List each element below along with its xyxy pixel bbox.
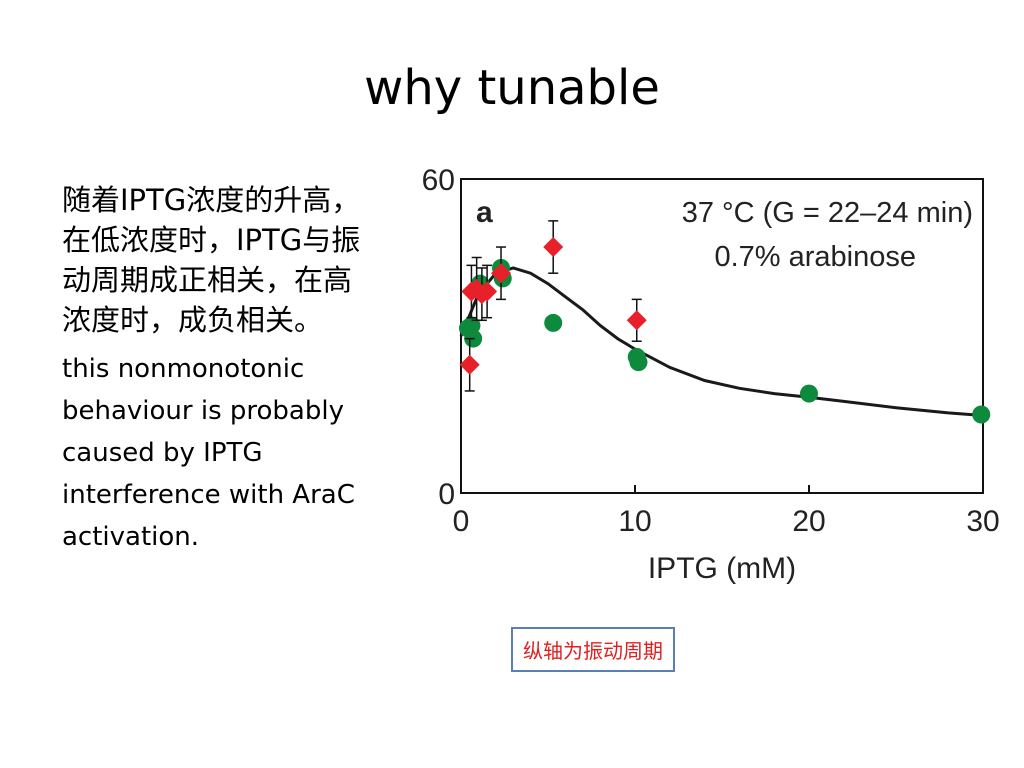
bullet-list: 随着IPTG浓度的升高，在低浓度时，IPTG与振动周期成正相关，在高浓度时，成负… <box>62 180 372 558</box>
red-point <box>626 310 647 331</box>
y-tick-label: 60 <box>422 164 455 197</box>
x-tick-label: 30 <box>966 505 999 538</box>
fit-curve <box>459 266 984 417</box>
annotation-arabinose: 0.7% arabinose <box>714 241 916 273</box>
red-point <box>543 237 564 258</box>
green-point <box>629 353 648 372</box>
x-tick-label: 0 <box>453 505 470 538</box>
note-box: 纵轴为振动周期 <box>511 627 675 672</box>
panel-label: a <box>476 196 493 229</box>
chart: 0 10 20 30 0 60 a 37 °C (G = 22–24 min) 0.7%… <box>422 164 1000 585</box>
red-point <box>459 354 480 375</box>
bullet-english: this nonmonotonic behaviour is probably … <box>62 354 355 552</box>
data-marks <box>458 220 991 424</box>
x-tick-label: 20 <box>792 505 825 538</box>
green-point <box>972 405 991 424</box>
red-point <box>477 281 498 302</box>
slide-title: why tunable <box>364 60 660 116</box>
x-axis-label: IPTG (mM) <box>648 552 796 585</box>
x-axis: 0 10 20 30 <box>453 485 1000 538</box>
red-point <box>491 263 512 284</box>
bullet-chinese: 随着IPTG浓度的升高，在低浓度时，IPTG与振动周期成正相关，在高浓度时，成负… <box>62 183 361 337</box>
y-axis: 0 60 <box>422 164 455 511</box>
annotation-temperature: 37 °C (G = 22–24 min) <box>682 197 973 229</box>
y-tick-label: 0 <box>438 478 455 511</box>
x-tick-label: 10 <box>618 505 651 538</box>
green-point <box>544 313 563 332</box>
green-point <box>800 384 818 403</box>
